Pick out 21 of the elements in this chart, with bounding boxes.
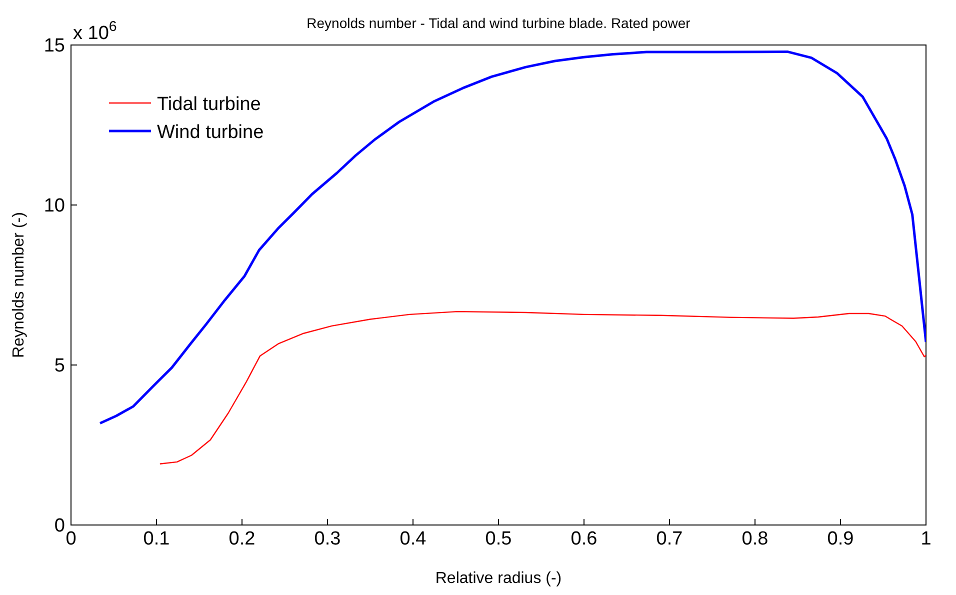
y-tick-label: 5 [54, 356, 65, 377]
chart-title: Reynolds number - Tidal and wind turbine blade. Rated power [306, 15, 691, 31]
line-series [159, 310, 926, 464]
y-axis-title: Reynolds number (-) [10, 212, 28, 358]
legend-label: Tidal turbine [157, 94, 261, 115]
text: x 10$^{6}$ [73, 19, 117, 44]
x-tick-label: 0.8 [742, 528, 768, 550]
legend-label: Wind turbine [157, 122, 264, 143]
x-tick-label: 0.7 [656, 528, 683, 550]
x-tick-label: 0.5 [485, 528, 512, 550]
x-tick-label: 0.2 [228, 528, 256, 550]
y-tick-label: 10 [44, 196, 65, 217]
line-series [98, 50, 926, 424]
x-tick-label: 0.9 [827, 528, 854, 550]
x-axis-title: Relative radius (-) [435, 570, 562, 587]
x-tick-label: 0.4 [400, 528, 427, 550]
x-tick-label: 0.1 [143, 528, 170, 550]
x-tick-label: 1 [920, 528, 932, 550]
y-tick-label: 15 [44, 36, 65, 57]
x-tick-label: 0.3 [314, 528, 341, 550]
x-tick-label: 0.6 [570, 528, 598, 550]
